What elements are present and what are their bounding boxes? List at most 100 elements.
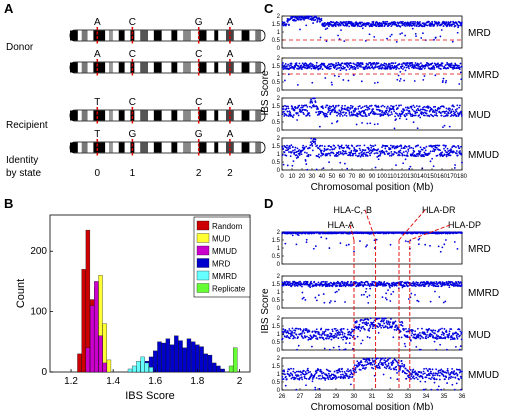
y-tick-label: 2: [277, 274, 281, 280]
data-point: [418, 331, 421, 334]
x-tick-label: 1.6: [148, 376, 162, 387]
data-point: [456, 336, 458, 339]
data-point: [460, 283, 463, 286]
y-tick-label: 0.5: [272, 160, 281, 166]
data-point: [383, 366, 386, 369]
data-point: [436, 337, 439, 340]
data-point: [306, 105, 309, 108]
x-tick-label: 2: [237, 376, 243, 387]
data-point: [374, 65, 377, 67]
data-point: [324, 379, 327, 381]
data-point: [383, 105, 386, 108]
data-point: [384, 147, 387, 150]
x-tick-label: 170: [447, 174, 458, 180]
data-point: [368, 33, 371, 36]
data-point: [364, 149, 367, 152]
data-point: [371, 357, 374, 360]
data-point: [459, 369, 461, 371]
data-point: [419, 146, 422, 149]
data-point: [459, 66, 461, 69]
data-point: [359, 329, 362, 332]
data-point: [336, 111, 339, 114]
data-point: [458, 282, 461, 285]
data-point: [291, 334, 294, 337]
data-point: [332, 346, 335, 349]
data-point: [440, 368, 443, 371]
data-point: [457, 333, 460, 336]
data-point: [407, 370, 410, 372]
data-point: [433, 381, 436, 384]
data-point: [341, 62, 344, 65]
data-point: [389, 114, 391, 116]
data-point: [415, 25, 418, 27]
data-point: [445, 110, 448, 113]
data-point: [425, 106, 428, 109]
data-point: [363, 68, 366, 71]
data-point: [343, 40, 346, 42]
data-point: [442, 334, 445, 336]
data-point: [438, 296, 441, 298]
data-point: [396, 145, 399, 148]
chromosome-band: [130, 110, 135, 121]
data-point: [295, 157, 298, 159]
chromosome-band: [214, 30, 219, 41]
data-point: [309, 154, 312, 157]
data-point: [386, 365, 389, 368]
y-tick-label: 0: [277, 262, 281, 268]
data-point: [378, 317, 381, 320]
data-point: [363, 144, 366, 147]
data-point: [376, 81, 379, 84]
data-point: [369, 233, 371, 235]
data-point: [312, 335, 315, 338]
data-point: [447, 112, 450, 115]
data-point: [308, 114, 311, 117]
data-point: [362, 155, 365, 158]
data-point: [370, 24, 373, 26]
data-point: [343, 114, 346, 116]
chromosome-band: [93, 142, 106, 153]
data-point: [415, 281, 418, 284]
data-point: [394, 115, 396, 118]
data-point: [417, 144, 419, 147]
data-point: [414, 65, 416, 68]
bar-mmud: [94, 281, 99, 373]
data-point: [436, 374, 439, 377]
data-point: [294, 107, 297, 110]
bar-mrd: [153, 350, 158, 373]
data-point: [349, 369, 352, 372]
data-point: [319, 144, 322, 147]
data-point: [282, 148, 285, 151]
chromosome-band: [109, 110, 113, 121]
data-point: [376, 152, 379, 155]
data-point: [330, 105, 333, 108]
data-point: [407, 112, 410, 115]
chromosome-band: [255, 110, 262, 121]
data-point: [419, 21, 421, 23]
data-point: [358, 65, 361, 68]
data-point: [346, 337, 349, 339]
data-point: [335, 111, 338, 114]
data-point: [304, 151, 306, 154]
data-point: [399, 149, 402, 152]
data-point: [403, 66, 406, 69]
data-point: [292, 337, 295, 340]
chromosome-band: [198, 30, 207, 41]
data-point: [390, 33, 393, 36]
data-point: [460, 110, 463, 113]
data-point: [370, 146, 373, 149]
data-point: [348, 151, 351, 154]
data-point: [410, 107, 413, 109]
data-point: [305, 152, 308, 154]
data-point: [332, 152, 335, 155]
data-point: [301, 336, 304, 338]
data-point: [321, 144, 324, 147]
data-point: [378, 150, 381, 153]
data-point: [352, 22, 355, 25]
data-point: [418, 371, 421, 373]
data-point: [309, 141, 312, 144]
data-point: [365, 151, 368, 154]
data-point: [323, 301, 326, 304]
data-point: [300, 373, 302, 376]
data-point: [410, 105, 413, 108]
data-point: [343, 332, 346, 335]
